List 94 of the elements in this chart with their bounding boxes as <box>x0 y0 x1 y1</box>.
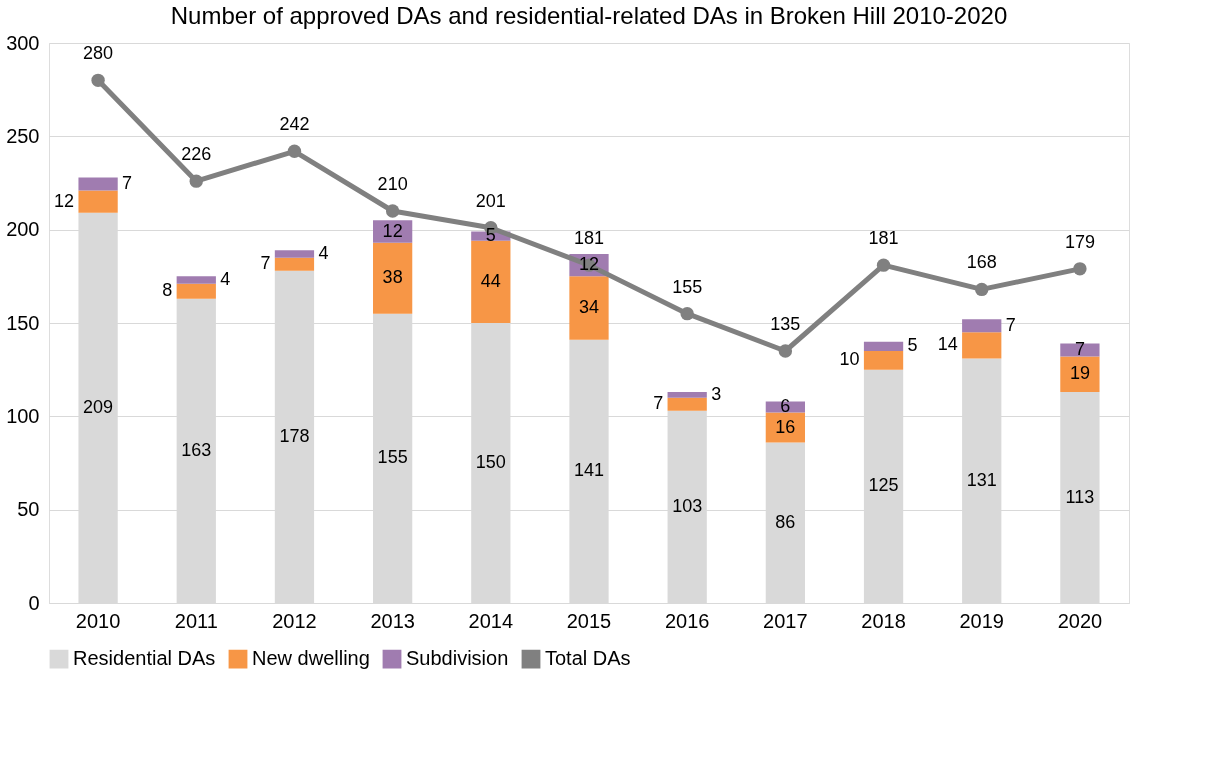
chart-title: Number of approved DAs and residential-related DAs in Broken Hill 2010-2020 <box>170 2 1008 29</box>
data-label: 6 <box>780 396 791 416</box>
bar <box>1060 356 1100 393</box>
bar <box>667 397 707 411</box>
point <box>876 258 891 272</box>
data-label: 181 <box>573 228 605 249</box>
point <box>778 344 793 358</box>
data-label: 242 <box>279 114 310 135</box>
bar <box>765 401 805 413</box>
bar <box>78 177 118 191</box>
data-label: 201 <box>475 190 506 211</box>
data-label: 179 <box>1064 231 1095 252</box>
data-label: 10 <box>839 349 860 370</box>
x-tick-label: 2017 <box>763 609 808 632</box>
legend-label: New dwelling <box>252 647 370 670</box>
x-tick-label: 2013 <box>370 609 415 632</box>
data-label: 5 <box>907 335 918 356</box>
x-tick-label: 2010 <box>75 609 121 632</box>
data-label: 4 <box>220 269 231 290</box>
data-label: 155 <box>377 447 408 468</box>
data-label: 209 <box>83 396 114 417</box>
data-label: 19 <box>1069 363 1090 384</box>
y-tick-label: 50 <box>17 498 40 521</box>
bar <box>863 351 904 370</box>
data-label: 3 <box>711 383 722 404</box>
bar <box>274 250 315 258</box>
x-tick-label: 2014 <box>468 609 514 632</box>
data-label: 131 <box>966 469 997 490</box>
data-label: 280 <box>83 43 114 64</box>
x-tick-label: 2011 <box>174 609 218 632</box>
bar <box>962 332 1002 359</box>
y-tick-label: 250 <box>6 124 40 147</box>
data-label: 44 <box>480 270 501 291</box>
data-label: 113 <box>1065 486 1095 507</box>
data-label: 12 <box>54 190 75 211</box>
point <box>189 174 203 188</box>
bar <box>962 319 1002 333</box>
data-label: 5 <box>485 225 496 246</box>
data-label: 163 <box>181 439 212 460</box>
data-label: 7 <box>1074 339 1085 360</box>
legend-label: Residential DAs <box>73 647 216 670</box>
data-label: 7 <box>653 393 664 414</box>
data-label: 38 <box>382 267 403 288</box>
data-label: 16 <box>775 416 796 437</box>
data-label: 14 <box>937 334 958 355</box>
data-label: 4 <box>318 242 329 263</box>
data-label: 226 <box>181 144 212 165</box>
point <box>680 306 694 321</box>
point <box>1073 262 1087 276</box>
point <box>287 144 302 158</box>
x-tick-label: 2019 <box>959 609 1004 632</box>
data-label: 7 <box>122 172 133 193</box>
bar <box>176 276 216 284</box>
bar <box>471 240 511 323</box>
data-label: 181 <box>868 228 899 249</box>
bar <box>863 341 904 351</box>
y-tick-label: 100 <box>6 404 40 427</box>
point <box>975 282 989 297</box>
x-tick-label: 2012 <box>272 609 317 632</box>
y-tick-label: 300 <box>6 31 40 54</box>
data-label: 141 <box>573 460 605 481</box>
data-label: 150 <box>475 452 506 472</box>
data-label: 168 <box>966 252 997 273</box>
data-label: 135 <box>770 314 801 334</box>
y-tick-label: 200 <box>6 218 40 241</box>
data-label: 86 <box>775 511 796 532</box>
data-label: 12 <box>382 220 403 241</box>
x-tick-label: 2015 <box>566 609 612 632</box>
x-tick-label: 2018 <box>861 609 906 632</box>
bar <box>373 242 413 314</box>
y-tick-label: 150 <box>6 311 40 334</box>
bar <box>78 190 118 213</box>
data-label: 103 <box>672 495 703 516</box>
data-label: 7 <box>1005 314 1016 335</box>
x-tick-label: 2016 <box>664 609 710 632</box>
bar <box>176 283 216 299</box>
bar <box>274 257 315 271</box>
data-label: 125 <box>868 475 899 496</box>
data-label: 178 <box>279 425 310 446</box>
bar <box>667 392 707 398</box>
legend-label: Subdivision <box>406 647 509 670</box>
point <box>385 204 400 218</box>
bar <box>569 276 609 340</box>
x-tick-label: 2020 <box>1057 609 1103 632</box>
bar <box>1060 343 1100 357</box>
data-label: 210 <box>377 174 408 194</box>
data-label: 7 <box>260 253 271 274</box>
y-tick-label: 0 <box>28 591 40 614</box>
data-label: 155 <box>672 276 703 297</box>
legend-label: Total DAs <box>545 647 631 670</box>
data-label: 12 <box>578 254 600 275</box>
data-label: 34 <box>578 297 600 318</box>
data-label: 8 <box>162 280 173 301</box>
point <box>91 73 105 88</box>
